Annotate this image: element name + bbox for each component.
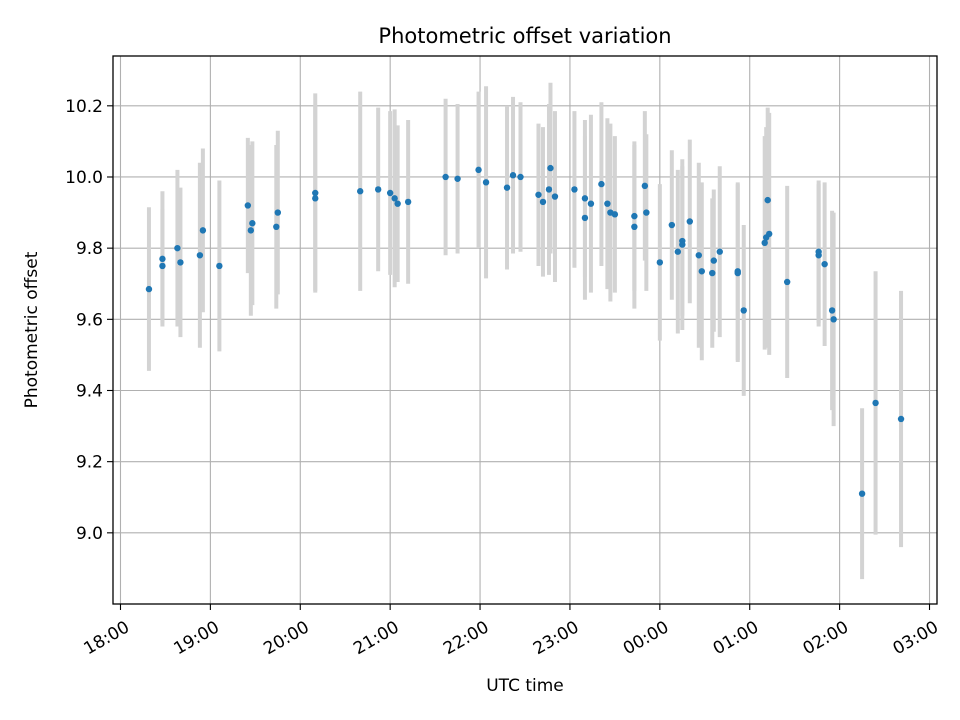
data-point — [698, 268, 705, 275]
data-point — [581, 195, 589, 202]
y-tick-label: 9.6 — [76, 310, 103, 330]
data-point — [571, 186, 578, 193]
data-point — [631, 223, 638, 231]
data-point — [482, 179, 490, 186]
data-point — [273, 223, 280, 231]
data-point — [535, 191, 542, 198]
data-point — [679, 241, 686, 248]
data-point — [695, 252, 702, 259]
data-point — [145, 285, 153, 293]
data-point — [674, 248, 682, 255]
data-point — [734, 269, 741, 277]
data-point — [454, 175, 461, 182]
data-point — [897, 415, 905, 423]
data-point — [598, 180, 605, 188]
data-point — [404, 198, 412, 206]
data-point — [740, 307, 747, 314]
data-point — [274, 209, 281, 216]
data-point — [641, 182, 649, 190]
y-tick-label: 10.0 — [65, 168, 103, 188]
data-point — [199, 227, 207, 234]
data-point — [249, 220, 256, 227]
y-axis-ticks: 9.0 9.2 9.4 9.6 9.8 10.0 10.2 — [65, 97, 113, 544]
data-point — [545, 186, 553, 193]
data-point — [509, 172, 517, 179]
data-point — [766, 230, 773, 238]
data-point — [643, 209, 650, 216]
data-point — [604, 200, 611, 207]
data-point — [244, 202, 252, 209]
y-axis-title: Photometric offset — [22, 251, 42, 408]
data-point — [216, 262, 223, 270]
data-point — [710, 257, 717, 264]
y-tick-label: 10.2 — [65, 97, 103, 117]
y-tick-label: 9.8 — [76, 239, 103, 259]
data-point — [783, 278, 791, 286]
data-point — [656, 259, 664, 266]
y-tick-label: 9.0 — [76, 524, 103, 544]
data-point — [761, 239, 768, 247]
data-point — [631, 212, 638, 220]
data-point — [686, 218, 693, 225]
data-point — [539, 198, 547, 206]
data-point — [551, 193, 559, 200]
y-tick-label: 9.2 — [76, 453, 103, 473]
data-point — [709, 269, 716, 277]
data-point — [442, 173, 449, 181]
data-point — [587, 200, 595, 207]
data-point — [312, 189, 319, 197]
data-point — [394, 200, 401, 207]
data-point — [503, 184, 511, 191]
data-point — [159, 262, 166, 270]
data-point — [668, 221, 676, 229]
chart-title: Photometric offset variation — [378, 24, 671, 48]
data-point — [196, 252, 204, 259]
data-point — [374, 186, 382, 193]
data-point — [872, 399, 879, 407]
y-tick-label: 9.4 — [76, 381, 103, 401]
data-point — [581, 214, 589, 222]
data-points — [145, 164, 905, 497]
data-point — [815, 248, 822, 255]
data-point — [312, 195, 319, 202]
data-point — [391, 195, 398, 202]
data-point — [386, 189, 394, 197]
data-point — [828, 307, 836, 314]
data-point — [858, 490, 866, 497]
data-point — [821, 260, 828, 268]
data-point — [177, 259, 184, 266]
x-axis-title: UTC time — [486, 676, 564, 696]
data-point — [611, 211, 619, 218]
data-point — [475, 166, 482, 174]
data-point — [764, 196, 771, 204]
plot-frame — [112, 55, 938, 605]
data-point — [716, 248, 723, 255]
data-point — [174, 244, 181, 252]
data-point — [830, 316, 837, 323]
data-point — [159, 255, 166, 263]
data-point — [357, 188, 364, 195]
data-point — [517, 173, 524, 181]
data-point — [247, 227, 255, 234]
data-point — [547, 164, 554, 172]
